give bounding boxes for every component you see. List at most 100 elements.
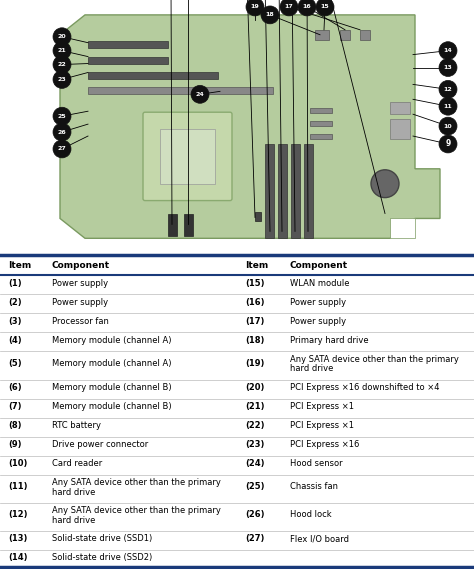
Text: (23): (23) [245,440,264,449]
Circle shape [280,0,298,16]
Text: Hood lock: Hood lock [290,510,332,519]
Text: (21): (21) [245,402,264,411]
Polygon shape [60,15,440,238]
Bar [278,144,287,238]
Circle shape [298,0,316,16]
Bar [184,215,193,236]
Text: 11: 11 [444,104,452,109]
Text: Memory module (channel B): Memory module (channel B) [52,402,172,411]
Text: Flex I/O board: Flex I/O board [290,534,349,543]
Bar [291,144,300,238]
Text: Component: Component [290,261,348,270]
Text: Any SATA device other than the primary: Any SATA device other than the primary [52,478,221,487]
Bar [310,121,332,126]
FancyBboxPatch shape [143,112,232,201]
Text: (25): (25) [245,482,264,491]
Bar [310,108,332,113]
Text: (14): (14) [8,554,27,562]
Text: 15: 15 [320,5,329,10]
Bar [340,30,350,40]
Circle shape [316,0,334,16]
Bar [315,30,329,40]
Text: 10: 10 [444,123,452,129]
Bar [265,144,274,238]
Text: Item: Item [245,261,268,270]
Text: (11): (11) [8,482,27,491]
Text: (24): (24) [245,459,264,468]
Circle shape [439,97,457,115]
Circle shape [439,117,457,135]
Text: (19): (19) [245,358,264,368]
Text: 27: 27 [58,146,66,151]
Text: 24: 24 [196,92,204,97]
Text: (12): (12) [8,510,27,519]
Text: WLAN module: WLAN module [290,279,349,288]
Text: Any SATA device other than the primary: Any SATA device other than the primary [290,355,459,364]
Text: (22): (22) [245,421,264,430]
Bar [88,88,273,94]
Text: (27): (27) [245,534,264,543]
Text: 26: 26 [58,130,66,134]
Text: Chassis fan: Chassis fan [290,482,338,491]
Circle shape [53,71,71,88]
Circle shape [53,28,71,46]
Circle shape [371,170,399,197]
Text: Solid-state drive (SSD2): Solid-state drive (SSD2) [52,554,152,562]
Text: (5): (5) [8,358,22,368]
Bar [88,72,218,80]
Text: (2): (2) [8,298,22,307]
Bar [88,41,168,48]
Circle shape [53,42,71,60]
Text: Any SATA device other than the primary: Any SATA device other than the primary [52,506,221,515]
Text: Power supply: Power supply [290,317,346,326]
Text: Card reader: Card reader [52,459,102,468]
Circle shape [439,135,457,153]
Text: Power supply: Power supply [290,298,346,307]
Circle shape [53,107,71,125]
Text: Power supply: Power supply [52,298,108,307]
Text: Memory module (channel B): Memory module (channel B) [52,383,172,392]
Text: 22: 22 [58,62,66,67]
Circle shape [261,6,279,24]
Text: hard drive: hard drive [52,488,95,497]
Text: (15): (15) [245,279,264,288]
Bar [88,56,168,64]
Bar [310,134,332,139]
Text: 18: 18 [265,13,274,18]
Text: (18): (18) [245,336,264,345]
Text: Component: Component [52,261,110,270]
Text: PCI Express ×1: PCI Express ×1 [290,421,354,430]
Text: PCI Express ×16 downshifted to ×4: PCI Express ×16 downshifted to ×4 [290,383,439,392]
Text: 25: 25 [58,114,66,119]
Text: (7): (7) [8,402,21,411]
Bar [160,129,215,184]
Text: 14: 14 [444,48,452,53]
Text: (26): (26) [245,510,264,519]
Bar [360,30,370,40]
Text: (6): (6) [8,383,22,392]
Circle shape [439,42,457,60]
Text: 23: 23 [58,77,66,82]
Text: 20: 20 [58,34,66,39]
Text: PCI Express ×16: PCI Express ×16 [290,440,359,449]
Text: PCI Express ×1: PCI Express ×1 [290,402,354,411]
Text: (3): (3) [8,317,21,326]
Bar [390,119,410,139]
Circle shape [439,80,457,98]
Text: Item: Item [8,261,31,270]
Bar [390,102,410,114]
Text: hard drive: hard drive [52,516,95,525]
Text: 9: 9 [446,139,451,149]
Text: Memory module (channel A): Memory module (channel A) [52,358,172,368]
Bar [168,215,177,236]
Text: Memory module (channel A): Memory module (channel A) [52,336,172,345]
Text: (8): (8) [8,421,21,430]
Text: (20): (20) [245,383,264,392]
Text: Drive power connector: Drive power connector [52,440,148,449]
Circle shape [191,85,209,103]
Circle shape [53,140,71,158]
Text: 16: 16 [302,5,311,10]
Text: 21: 21 [58,48,66,53]
Text: 13: 13 [444,65,452,70]
Text: 17: 17 [284,5,293,10]
